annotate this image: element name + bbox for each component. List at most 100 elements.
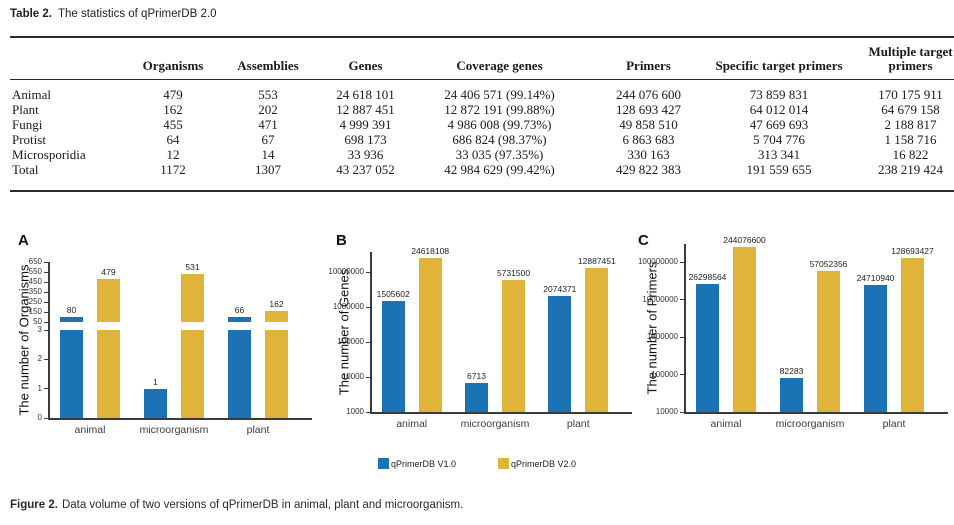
figure-caption-number: Figure 2. [10,499,58,511]
chart-legend: qPrimerDB V1.0 qPrimerDB V2.0 [0,458,954,469]
legend-label: qPrimerDB V2.0 [511,458,577,469]
table-cell: 1307 [255,162,281,177]
column-header: Organisms [126,37,220,80]
bar-v2-microorganism [817,271,840,412]
y-tick [680,299,684,300]
table-row: Fungi 455 471 4 999 391 4 986 008 (99.73%) 49… [10,117,954,132]
table-row: Protist 64 67 698 173 686 824 (98.37%) 6 863 … [10,132,954,147]
bar-value-label: 128693427 [891,245,934,256]
table-cell: 429 822 383 [616,162,681,177]
x-category-label: animal [74,424,106,436]
column-header: Multiple target primers [845,37,954,80]
y-axis [48,262,50,418]
table-title-number: Table 2. [10,8,52,20]
bar-v2-microorganism [181,273,204,418]
y-tick [680,336,684,338]
y-tick-label: 10000 [341,372,364,381]
table-cell: 244 076 600 [616,87,681,102]
table-cell: 33 035 (97.35%) [455,147,544,162]
y-tick-label: 1000000 [646,332,678,341]
bar-v2-plant [901,257,924,412]
table-row: Plant 162 202 12 887 451 12 872 191 (99.88%)… [10,102,954,117]
y-tick [44,321,48,323]
table-cell: 1 158 716 [884,132,937,147]
bar-value-label: 162 [269,298,284,309]
table-cell: Plant [12,102,39,117]
y-tick [366,411,370,413]
bar-value-label: 57052356 [809,259,848,270]
y-tick [44,261,48,263]
x-category-label: microorganism [460,418,530,430]
table-cell: 47 669 693 [749,117,809,132]
y-tick-label: 100000 [651,369,678,379]
table-row: Animal 479 553 24 618 101 24 406 571 (99.14%… [10,80,954,103]
axis-break-band [50,322,300,330]
column-header: Primers [584,37,713,80]
bar-v2-animal [97,279,120,418]
bar-v1-plant [548,295,572,412]
x-category-label: plant [566,418,590,430]
table-cell: 202 [258,102,278,117]
statistics-table-header: Organisms Assemblies Genes Coverage genes Pr… [10,37,954,80]
bar-value-label: 1505602 [376,288,410,299]
y-tick-label: 150 [28,307,42,316]
table-cell: Microsporidia [12,147,86,162]
y-tick [680,411,684,413]
y-tick-label: 10000 [655,407,678,416]
table-cell: Protist [12,132,46,147]
bar-value-label: 24618108 [411,246,450,257]
table-cell: 330 163 [627,147,670,162]
table-cell: 24 406 571 (99.14%) [444,87,555,102]
figure-caption: Figure 2. Data volume of two versions of … [10,499,463,511]
table-cell: 455 [163,117,183,132]
y-tick [44,358,48,360]
x-category-label: microorganism [775,418,845,430]
table-cell: 12 872 191 (99.88%) [444,102,555,117]
table-cell: 5 704 776 [753,132,805,147]
x-category-label: animal [396,418,428,430]
table-cell: 43 237 052 [336,162,395,177]
y-tick [44,311,48,313]
bar-v1-animal [381,300,405,412]
chart-panel-c: C The number of Primers 10000 100000 1000000… [638,232,950,450]
table-header-row: Organisms Assemblies Genes Coverage genes Pr… [10,37,954,80]
y-tick-label: 250 [28,297,42,306]
bar-value-label: 2074371 [543,283,577,294]
x-axis [370,412,632,414]
table-title-text: The statistics of qPrimerDB 2.0 [57,8,217,20]
bar-value-label: 479 [101,267,116,278]
table-cell: 64 [166,132,180,147]
x-category-label: plant [882,418,906,430]
bar-value-label: 26298564 [688,271,727,282]
y-tick [44,301,48,303]
bar-v1-plant [864,284,887,412]
bar-value-label: 80 [66,305,77,315]
bar-v2-plant [585,268,609,412]
table-cell: 313 341 [757,147,801,162]
table-cell: 14 [261,147,275,162]
table-cell: 12 887 451 [336,102,395,117]
table-cell: 479 [163,87,183,102]
table-cell: 170 175 911 [878,87,943,102]
legend-label: qPrimerDB V1.0 [390,458,456,469]
table-cell: 1172 [160,162,186,177]
y-tick-label: 10000000 [328,267,364,276]
bar-v2-microorganism [502,280,525,412]
bar-value-label: 531 [185,261,200,272]
table-cell: 4 986 008 (99.73%) [447,117,552,132]
table-cell: Total [12,162,39,177]
x-category-label: animal [710,418,742,430]
bar-value-label: 66 [234,305,245,315]
x-axis [48,418,312,420]
x-axis [684,412,948,414]
x-category-label: plant [246,424,270,436]
legend-item: qPrimerDB V1.0 [377,458,456,469]
y-axis [370,252,372,412]
y-tick-label: 2 [37,354,42,364]
table-cell: 6 863 683 [622,132,675,147]
table-cell: 191 559 655 [746,162,812,177]
table-cell: 42 984 629 (99.42%) [444,162,555,177]
table-cell: Fungi [12,117,43,132]
table-cell: 24 618 101 [336,87,395,102]
table-cell: 238 219 424 [878,162,943,177]
